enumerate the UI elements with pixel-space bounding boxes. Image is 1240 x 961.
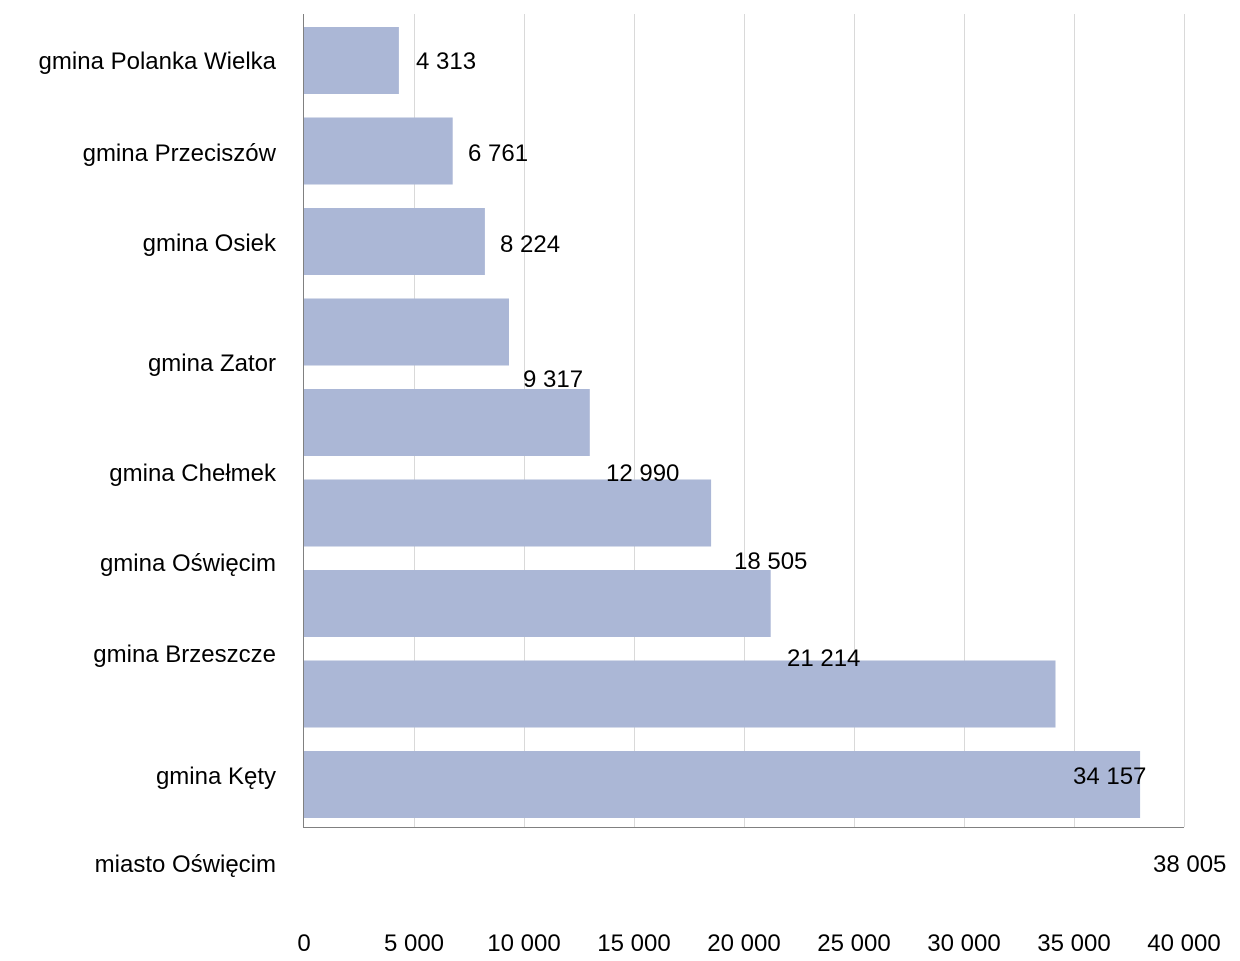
- x-tick-labels: 0 5 000 10 000 15 000 20 000 25 000 30 000 35 0…: [297, 930, 1220, 957]
- data-label: 18 505: [734, 548, 807, 575]
- x-tick-label: 10 000: [487, 930, 560, 957]
- data-label: 38 005: [1153, 851, 1226, 878]
- bar: [304, 751, 1141, 818]
- x-tick-label: 0: [297, 930, 310, 957]
- category-label: gmina Oświęcim: [100, 550, 276, 577]
- x-tick-label: 15 000: [597, 930, 670, 957]
- x-tick-label: 35 000: [1037, 930, 1110, 957]
- x-tick-label: 25 000: [817, 930, 890, 957]
- bar: [304, 27, 399, 94]
- data-label: 12 990: [606, 460, 679, 487]
- data-label: 8 224: [500, 231, 560, 258]
- category-label: gmina Przeciszów: [83, 140, 277, 167]
- bar: [304, 117, 453, 185]
- bars: [304, 27, 1141, 818]
- axes: [303, 14, 1184, 828]
- gridlines: [414, 14, 1185, 827]
- category-label: miasto Oświęcim: [95, 851, 276, 878]
- category-label: gmina Osiek: [143, 230, 277, 257]
- data-label: 34 157: [1073, 763, 1146, 790]
- data-label: 6 761: [468, 140, 528, 167]
- bar: [304, 570, 771, 637]
- x-tick-label: 5 000: [384, 930, 444, 957]
- data-label: 21 214: [787, 645, 860, 672]
- category-label: gmina Chełmek: [109, 460, 277, 487]
- bar: [304, 208, 485, 275]
- data-label: 9 317: [523, 366, 583, 393]
- category-label: gmina Brzeszcze: [93, 641, 276, 668]
- bar: [304, 298, 509, 366]
- data-label: 4 313: [416, 48, 476, 75]
- bar: [304, 660, 1056, 728]
- category-label: gmina Kęty: [156, 763, 276, 790]
- x-tick-label: 20 000: [707, 930, 780, 957]
- bar: [304, 479, 712, 547]
- data-labels: 4 313 6 761 8 224 9 317 12 990 18 505 21 214 34…: [416, 48, 1226, 878]
- category-label: gmina Polanka Wielka: [39, 48, 277, 75]
- category-label: gmina Zator: [148, 350, 276, 377]
- category-labels: gmina Polanka Wielka gmina Przeciszów gmin…: [39, 48, 277, 878]
- x-tick-label: 30 000: [927, 930, 1000, 957]
- bar: [304, 389, 590, 456]
- x-tick-label: 40 000: [1147, 930, 1220, 957]
